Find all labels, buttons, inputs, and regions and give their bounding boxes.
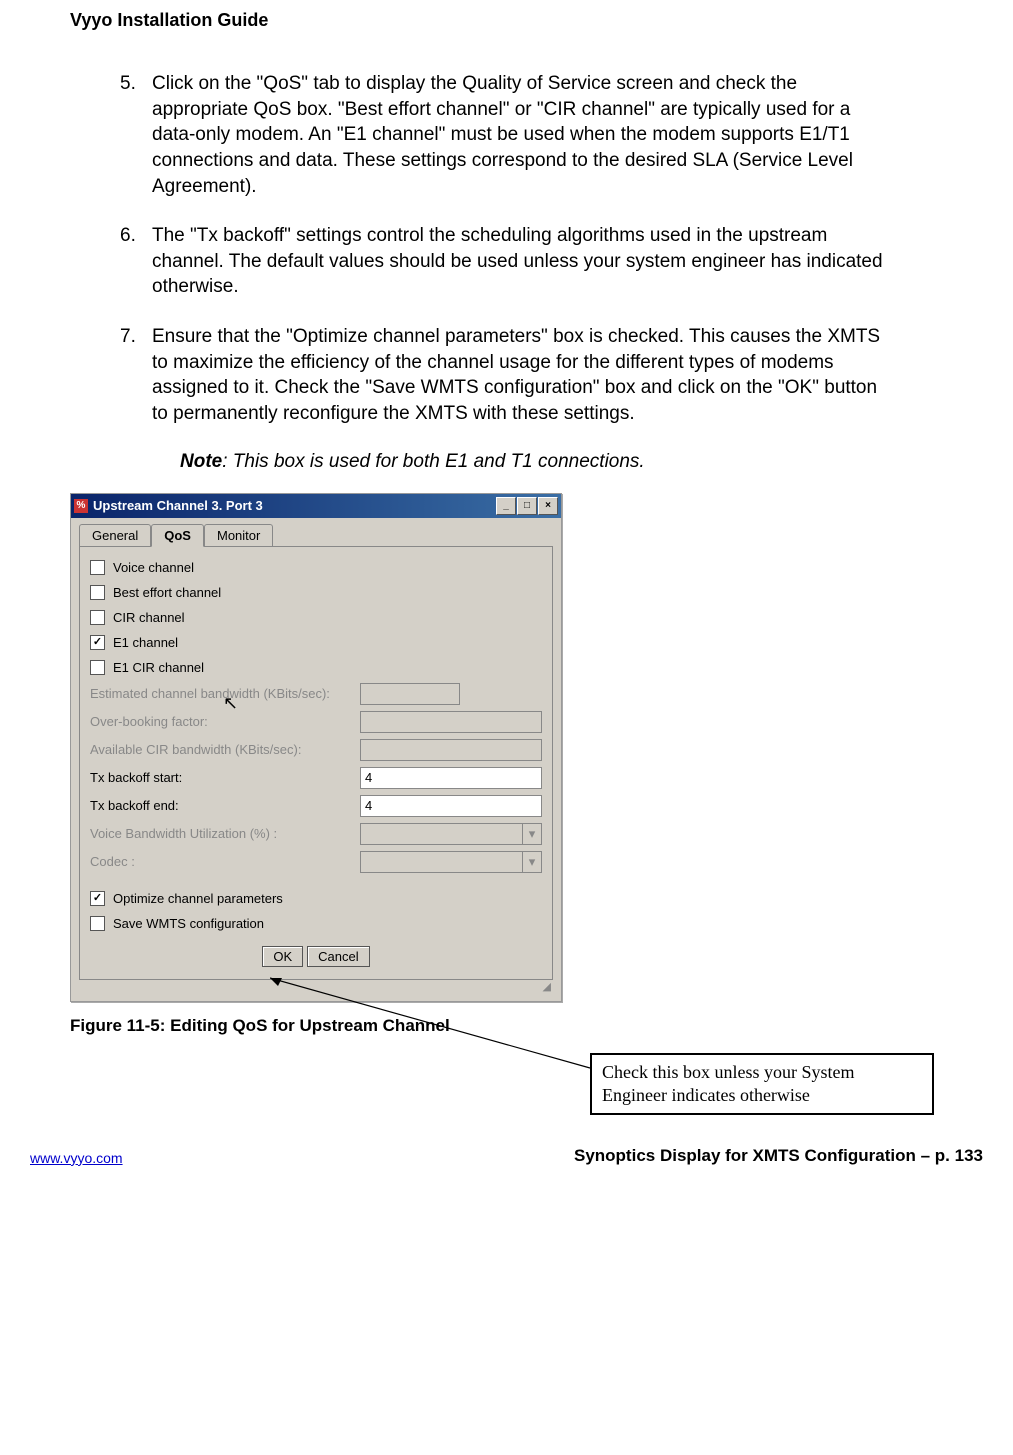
field-row-txstart: Tx backoff start: 4 <box>80 764 552 792</box>
txend-input[interactable]: 4 <box>360 795 542 817</box>
footer-page: Synoptics Display for XMTS Configuration… <box>574 1146 983 1166</box>
optimize-checkbox[interactable] <box>90 891 105 906</box>
codec-input <box>360 851 523 873</box>
checkbox-row-optimize: Optimize channel parameters <box>80 886 552 911</box>
minimize-button[interactable]: _ <box>496 497 516 515</box>
cirbw-label: Available CIR bandwidth (KBits/sec): <box>90 742 360 757</box>
close-button[interactable]: × <box>538 497 558 515</box>
numbered-list: 5. Click on the "QoS" tab to display the… <box>120 71 893 427</box>
resize-grip-icon[interactable]: ◢ <box>79 980 553 993</box>
list-num: 6. <box>120 223 152 300</box>
tab-monitor[interactable]: Monitor <box>204 524 273 546</box>
overbooking-input <box>360 711 542 733</box>
dialog-window: % Upstream Channel 3. Port 3 _ □ × Gener… <box>70 493 562 1002</box>
besteffort-checkbox[interactable] <box>90 585 105 600</box>
list-text: Click on the "QoS" tab to display the Qu… <box>152 71 893 199</box>
checkbox-row-cir: CIR channel <box>80 605 552 630</box>
optimize-label: Optimize channel parameters <box>113 891 283 906</box>
voicebw-label: Voice Bandwidth Utilization (%) : <box>90 826 360 841</box>
list-text: The "Tx backoff" settings control the sc… <box>152 223 893 300</box>
list-text: Ensure that the "Optimize channel parame… <box>152 324 893 427</box>
note: Note: This box is used for both E1 and T… <box>180 451 943 473</box>
app-icon: % <box>74 499 88 513</box>
overbooking-label: Over-booking factor: <box>90 714 360 729</box>
titlebar[interactable]: % Upstream Channel 3. Port 3 _ □ × <box>71 494 561 518</box>
bandwidth-input <box>360 683 460 705</box>
voicebw-dropdown-icon: ▾ <box>522 823 542 845</box>
note-label: Note <box>180 451 222 472</box>
field-row-overbooking: Over-booking factor: <box>80 708 552 736</box>
e1cir-checkbox[interactable] <box>90 660 105 675</box>
note-text: : This box is used for both E1 and T1 co… <box>222 451 644 472</box>
figure-caption: Figure 11-5: Editing QoS for Upstream Ch… <box>70 1016 943 1036</box>
cirbw-input <box>360 739 542 761</box>
field-row-cirbw: Available CIR bandwidth (KBits/sec): <box>80 736 552 764</box>
ok-button[interactable]: OK <box>262 946 303 967</box>
e1cir-label: E1 CIR channel <box>113 660 204 675</box>
field-row-bandwidth: Estimated channel bandwidth (KBits/sec): <box>80 680 552 708</box>
tabs: General QoS Monitor <box>79 524 553 546</box>
besteffort-label: Best effort channel <box>113 585 221 600</box>
voicebw-input <box>360 823 523 845</box>
field-row-txend: Tx backoff end: 4 <box>80 792 552 820</box>
txstart-label: Tx backoff start: <box>90 770 360 785</box>
txend-label: Tx backoff end: <box>90 798 360 813</box>
figure-area: % Upstream Channel 3. Port 3 _ □ × Gener… <box>70 493 943 1036</box>
page-header: Vyyo Installation Guide <box>70 10 943 31</box>
voice-checkbox[interactable] <box>90 560 105 575</box>
list-item: 5. Click on the "QoS" tab to display the… <box>120 71 893 199</box>
footer: www.vyyo.com Synoptics Display for XMTS … <box>0 1146 1013 1176</box>
savewmts-checkbox[interactable] <box>90 916 105 931</box>
voice-label: Voice channel <box>113 560 194 575</box>
cir-label: CIR channel <box>113 610 185 625</box>
tab-panel: Voice channel Best effort channel CIR ch… <box>79 546 553 980</box>
cancel-button[interactable]: Cancel <box>307 946 369 967</box>
dialog-body: General QoS Monitor Voice channel Best e… <box>71 518 561 1001</box>
checkbox-row-e1cir: E1 CIR channel <box>80 655 552 680</box>
checkbox-row-voice: Voice channel <box>80 555 552 580</box>
field-row-voicebw: Voice Bandwidth Utilization (%) : ▾ <box>80 820 552 848</box>
codec-dropdown-icon: ▾ <box>522 851 542 873</box>
checkbox-row-besteffort: Best effort channel <box>80 580 552 605</box>
callout-box: Check this box unless your System Engine… <box>590 1053 934 1116</box>
tab-general[interactable]: General <box>79 524 151 546</box>
e1-label: E1 channel <box>113 635 178 650</box>
codec-label: Codec : <box>90 854 360 869</box>
tab-qos[interactable]: QoS <box>151 524 204 547</box>
cir-checkbox[interactable] <box>90 610 105 625</box>
e1-checkbox[interactable] <box>90 635 105 650</box>
footer-link[interactable]: www.vyyo.com <box>30 1150 123 1166</box>
txstart-input[interactable]: 4 <box>360 767 542 789</box>
bandwidth-label: Estimated channel bandwidth (KBits/sec): <box>90 686 360 701</box>
list-item: 6. The "Tx backoff" settings control the… <box>120 223 893 300</box>
titlebar-text: Upstream Channel 3. Port 3 <box>93 498 496 513</box>
window-buttons: _ □ × <box>496 497 558 515</box>
field-row-codec: Codec : ▾ <box>80 848 552 876</box>
maximize-button[interactable]: □ <box>517 497 537 515</box>
list-num: 5. <box>120 71 152 199</box>
list-num: 7. <box>120 324 152 427</box>
dialog-buttons: OK Cancel <box>80 936 552 971</box>
list-item: 7. Ensure that the "Optimize channel par… <box>120 324 893 427</box>
checkbox-row-e1: E1 channel <box>80 630 552 655</box>
savewmts-label: Save WMTS configuration <box>113 916 264 931</box>
checkbox-row-savewmts: Save WMTS configuration <box>80 911 552 936</box>
